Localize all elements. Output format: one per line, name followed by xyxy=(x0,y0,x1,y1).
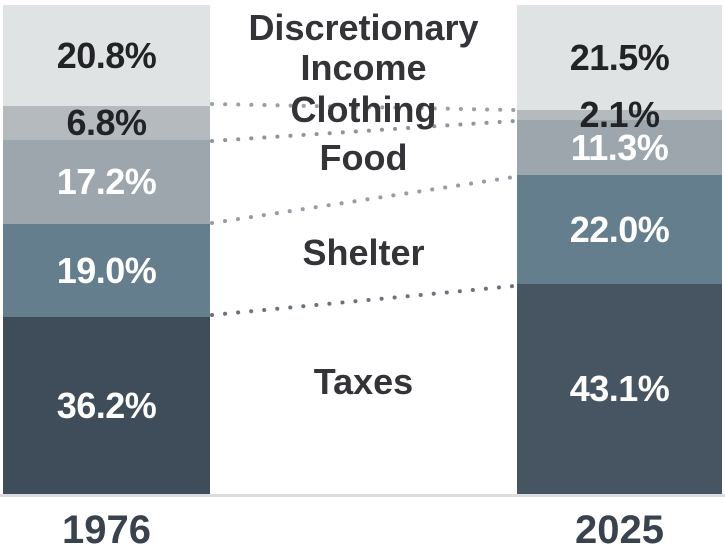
segment-1976-shelter: 19.0% xyxy=(3,224,210,317)
segment-2025-food: 11.3% xyxy=(517,120,722,175)
category-label-shelter: Shelter xyxy=(302,232,425,273)
stacked-bar-1976: 20.8% 6.8% 17.2% 19.0% 36.2% xyxy=(3,5,210,494)
value-label: 19.0% xyxy=(56,249,157,291)
value-label: 17.2% xyxy=(56,161,157,202)
value-label: 43.1% xyxy=(569,368,670,409)
value-label: 6.8% xyxy=(66,102,147,143)
segment-2025-discretionary-income: 21.5% xyxy=(517,5,722,110)
category-label-discretionary-income: Discretionary Income xyxy=(248,7,479,88)
year-label-1976: 1976 xyxy=(62,508,151,552)
value-label: 2.1% xyxy=(579,94,660,135)
connector-shelter-taxes xyxy=(210,284,516,317)
segment-2025-shelter: 22.0% xyxy=(517,175,722,284)
segment-1976-food: 17.2% xyxy=(3,140,210,224)
segment-2025-taxes: 43.1% xyxy=(517,284,722,494)
segment-2025-clothing: 2.1% xyxy=(517,94,722,135)
segment-1976-taxes: 36.2% xyxy=(3,317,210,494)
year-label-2025: 2025 xyxy=(575,508,664,552)
segment-1976-clothing: 6.8% xyxy=(3,102,210,143)
value-label: 21.5% xyxy=(569,36,670,78)
category-label-food: Food xyxy=(319,137,408,178)
connector-food-shelter xyxy=(210,175,516,225)
value-label: 36.2% xyxy=(56,384,157,426)
value-label: 22.0% xyxy=(569,208,670,250)
axis-baseline xyxy=(0,494,725,497)
category-label-clothing: Clothing xyxy=(290,89,437,130)
value-label: 11.3% xyxy=(570,126,669,168)
segment-1976-discretionary-income: 20.8% xyxy=(3,5,210,106)
stacked-bar-2025: 21.5% 2.1% 11.3% 22.0% 43.1% xyxy=(517,5,722,494)
category-label-taxes: Taxes xyxy=(313,361,414,402)
value-label: 20.8% xyxy=(56,34,157,76)
